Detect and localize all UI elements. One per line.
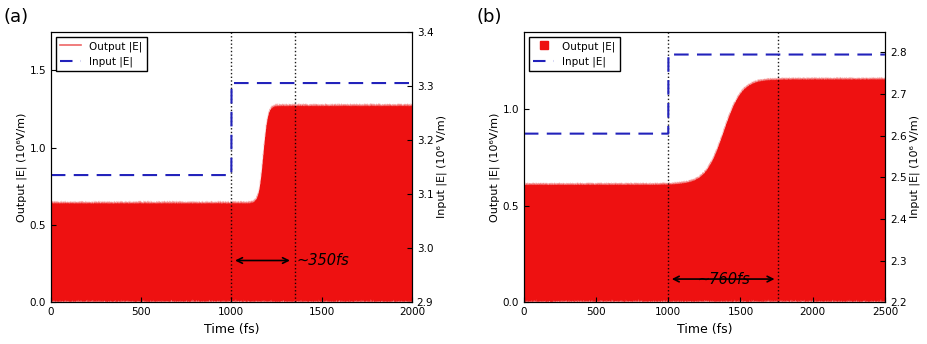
X-axis label: Time (fs): Time (fs) bbox=[676, 323, 731, 336]
Text: ~760fs: ~760fs bbox=[696, 271, 749, 287]
Y-axis label: Output |E| (10⁶V/m): Output |E| (10⁶V/m) bbox=[16, 112, 27, 222]
Text: (a): (a) bbox=[4, 8, 29, 26]
Legend: Output |E|, Input |E|: Output |E|, Input |E| bbox=[528, 37, 619, 72]
Y-axis label: Output |E| (10⁶V/m): Output |E| (10⁶V/m) bbox=[489, 112, 499, 222]
Y-axis label: Input |E| (10⁶ V/m): Input |E| (10⁶ V/m) bbox=[436, 116, 446, 218]
Text: ~350fs: ~350fs bbox=[296, 253, 349, 268]
Text: (b): (b) bbox=[476, 8, 502, 26]
X-axis label: Time (fs): Time (fs) bbox=[203, 323, 259, 336]
Y-axis label: Input |E| (10⁶ V/m): Input |E| (10⁶ V/m) bbox=[908, 116, 919, 218]
Legend: Output |E|, Input |E|: Output |E|, Input |E| bbox=[56, 37, 146, 72]
